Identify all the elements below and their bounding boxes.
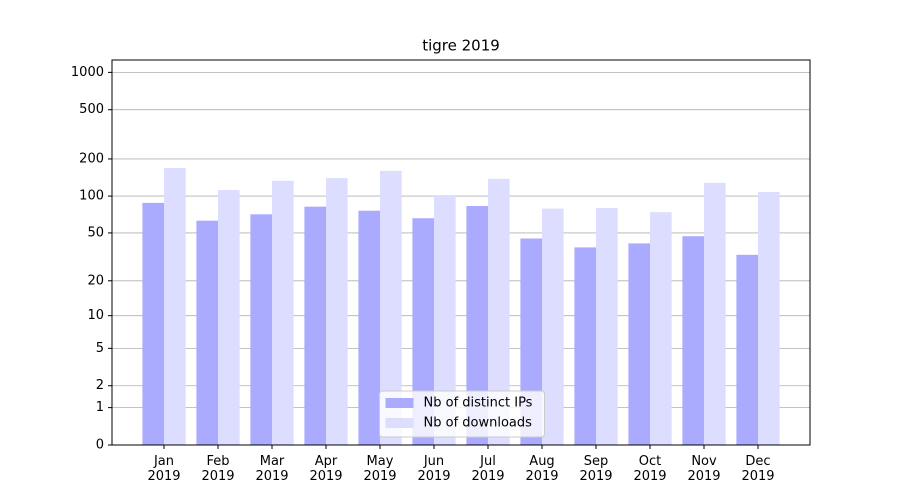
x-tick-label: Jun 2019 (417, 454, 451, 484)
legend-box (379, 390, 545, 438)
bar (358, 210, 380, 445)
bar (596, 207, 618, 445)
bar (380, 170, 402, 445)
bar (272, 180, 294, 445)
bar (542, 208, 564, 445)
x-tick-label: Nov 2019 (687, 454, 721, 484)
bar (574, 247, 596, 445)
legend-swatch (385, 398, 414, 408)
bar (704, 182, 726, 445)
y-tick-label: 200 (79, 151, 104, 166)
y-tick-label: 2 (96, 378, 104, 393)
chart-title: tigre 2019 (422, 37, 500, 55)
legend-label: Nb of downloads (424, 416, 533, 431)
legend-label: Nb of distinct IPs (424, 396, 533, 411)
x-tick-label: Jul 2019 (471, 454, 505, 484)
bar (488, 178, 510, 446)
bar (196, 220, 218, 445)
legend-swatch (385, 418, 414, 428)
bar (758, 191, 780, 445)
bar (628, 243, 650, 445)
x-tick-label: Jan 2019 (147, 454, 181, 484)
x-tick-label: Dec 2019 (741, 454, 775, 484)
y-tick-label: 20 (87, 273, 104, 288)
bar (434, 195, 456, 445)
bar (250, 214, 272, 445)
x-tick-label: Oct 2019 (633, 454, 667, 484)
legend: Nb of distinct IPs Nb of downloads (379, 390, 545, 438)
bar (650, 212, 672, 445)
bars (142, 167, 780, 446)
y-tick-label: 1 (96, 400, 104, 415)
y-tick-label: 50 (87, 225, 104, 240)
bar (682, 236, 704, 445)
y-tick-label: 100 (79, 189, 104, 204)
y-tick-label: 1000 (71, 65, 104, 80)
y-tick-label: 500 (79, 102, 104, 117)
bar (304, 206, 326, 445)
axes-frame (111, 59, 811, 446)
x-tick-label: May 2019 (363, 454, 397, 484)
bar (326, 178, 348, 445)
x-tick-label: Mar 2019 (255, 454, 289, 484)
bar (164, 167, 186, 445)
x-tick-label: Sep 2019 (579, 454, 613, 484)
bar (412, 218, 434, 445)
y-tick-label: 10 (87, 308, 104, 323)
x-tick-label: Apr 2019 (309, 454, 343, 484)
bar (218, 190, 240, 445)
x-tick-label: Aug 2019 (525, 454, 559, 484)
bar (736, 254, 758, 445)
bar (142, 202, 164, 445)
bar (466, 206, 488, 445)
x-tick-label: Feb 2019 (201, 454, 235, 484)
y-tick-label: 5 (96, 341, 104, 356)
y-tick-label: 0 (96, 438, 104, 453)
